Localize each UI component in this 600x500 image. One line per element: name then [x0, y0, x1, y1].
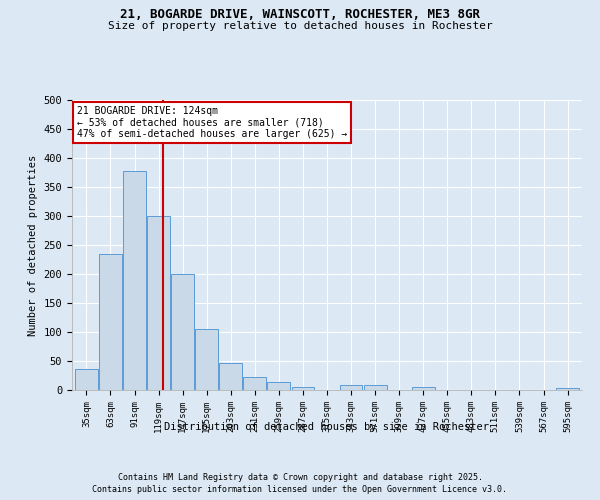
Text: Contains public sector information licensed under the Open Government Licence v3: Contains public sector information licen… [92, 485, 508, 494]
Bar [268, 382, 290, 390]
Text: Distribution of detached houses by size in Rochester: Distribution of detached houses by size … [164, 422, 490, 432]
Bar [171, 274, 194, 390]
Text: Size of property relative to detached houses in Rochester: Size of property relative to detached ho… [107, 21, 493, 31]
Bar [123, 171, 146, 390]
Bar [99, 254, 122, 390]
Bar [340, 385, 362, 390]
Bar [147, 216, 170, 390]
Text: Contains HM Land Registry data © Crown copyright and database right 2025.: Contains HM Land Registry data © Crown c… [118, 472, 482, 482]
Text: 21, BOGARDE DRIVE, WAINSCOTT, ROCHESTER, ME3 8GR: 21, BOGARDE DRIVE, WAINSCOTT, ROCHESTER,… [120, 8, 480, 20]
Bar [195, 329, 218, 390]
Bar [244, 377, 266, 390]
Bar [412, 387, 434, 390]
Y-axis label: Number of detached properties: Number of detached properties [28, 154, 38, 336]
Bar [364, 385, 386, 390]
Bar [292, 387, 314, 390]
Bar [75, 368, 98, 390]
Text: 21 BOGARDE DRIVE: 124sqm
← 53% of detached houses are smaller (718)
47% of semi-: 21 BOGARDE DRIVE: 124sqm ← 53% of detach… [77, 106, 347, 139]
Bar [556, 388, 579, 390]
Bar [220, 362, 242, 390]
